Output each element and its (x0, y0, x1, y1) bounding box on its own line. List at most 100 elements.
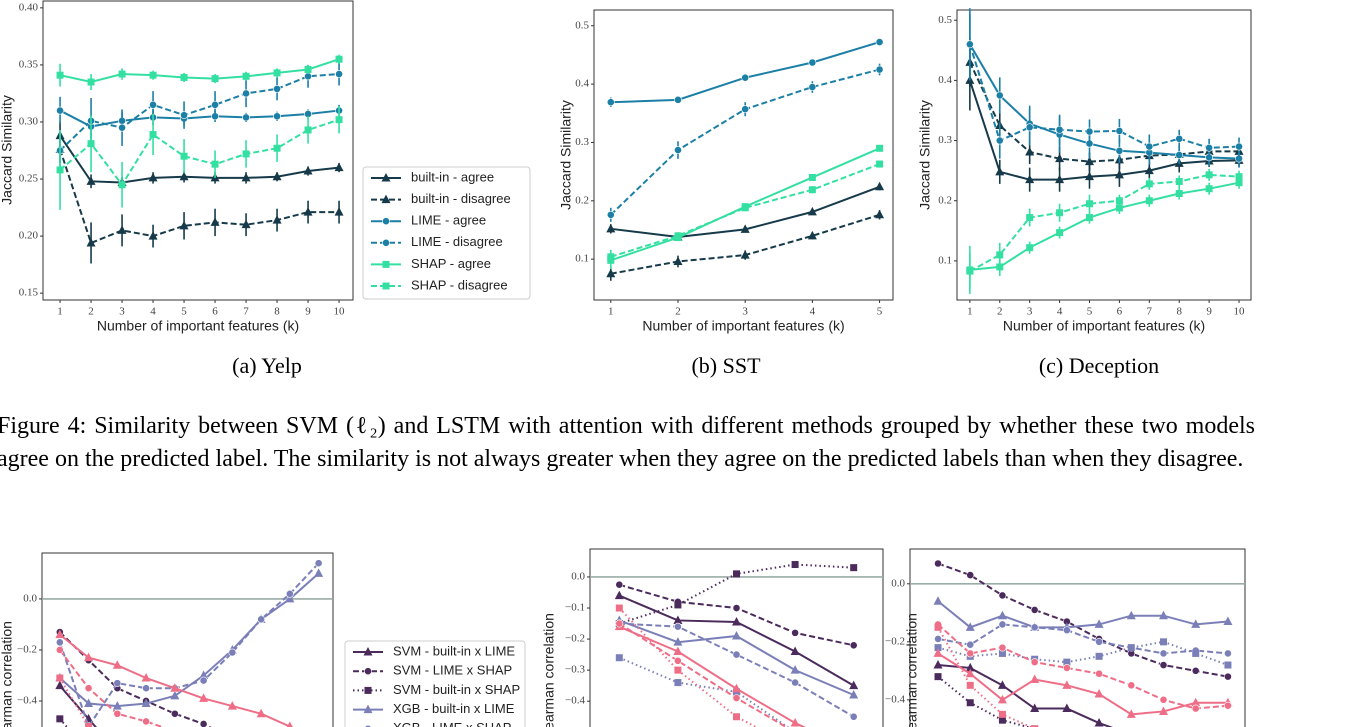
y-tick-label: 0.4 (575, 78, 589, 90)
marker (1159, 649, 1168, 658)
marker (1115, 146, 1124, 155)
marker (304, 65, 312, 73)
y-tick-label: −0.4 (17, 695, 37, 707)
marker (1191, 704, 1200, 713)
series-line (610, 41, 880, 104)
marker (1192, 649, 1200, 657)
marker (1084, 156, 1094, 166)
y-tick-label: 0.5 (575, 19, 589, 31)
series-line (59, 135, 340, 184)
marker (112, 660, 122, 669)
marker (1127, 681, 1136, 690)
chart: 0.0 −0.1 −0.2 −0.3 −0.4 Spearman correlation (541, 548, 884, 727)
marker (966, 681, 974, 689)
marker (995, 136, 1004, 145)
x-tick-label: 10 (334, 306, 346, 318)
marker (606, 268, 616, 278)
y-tick-label: 0.1 (938, 254, 952, 266)
legend-marker (363, 704, 373, 714)
series-line (59, 73, 340, 152)
legend-label: SVM - LIME x SHAP (393, 663, 512, 678)
marker (875, 181, 885, 191)
marker (1205, 185, 1213, 193)
marker (199, 693, 209, 702)
marker (1026, 214, 1034, 222)
marker (674, 95, 682, 104)
legend-label: SVM - built-in x SHAP (393, 682, 520, 697)
legend-marker (364, 667, 372, 676)
marker (1224, 701, 1232, 710)
x-tick-label: 1 (967, 306, 973, 318)
marker (211, 160, 219, 168)
marker (1175, 190, 1183, 198)
series-line (59, 118, 340, 187)
marker (142, 717, 150, 726)
series-line (968, 80, 1240, 181)
marker (142, 684, 150, 693)
marker (1062, 703, 1072, 713)
marker (934, 623, 942, 631)
marker (211, 75, 219, 83)
marker (1223, 616, 1233, 626)
marker (966, 640, 975, 649)
marker (1224, 661, 1232, 669)
chart: 0.15 0.20 0.25 0.30 0.35 0.40 1 2 3 4 5 6 7 8 9 10 Jacca… (0, 0, 531, 378)
y-tick-label: 0.0 (891, 577, 905, 589)
marker (966, 649, 975, 658)
marker (335, 55, 343, 63)
marker (179, 220, 189, 230)
legend-marker (382, 217, 390, 226)
legend-marker (381, 194, 391, 204)
marker (113, 709, 122, 718)
marker (740, 250, 750, 259)
marker (615, 654, 623, 662)
x-tick-label: 9 (305, 306, 311, 318)
series-line (968, 43, 1240, 160)
marker (674, 679, 682, 687)
marker (876, 160, 884, 168)
marker (998, 710, 1006, 718)
marker (87, 140, 95, 148)
plot-frame (956, 9, 1252, 301)
marker (1055, 174, 1065, 184)
marker (1191, 697, 1201, 707)
x-tick-label: 6 (1117, 306, 1123, 318)
marker (241, 172, 251, 182)
marker (56, 166, 64, 174)
series-line (59, 58, 340, 84)
marker (55, 646, 64, 654)
marker (1056, 229, 1064, 237)
series-line (937, 664, 1113, 727)
marker (875, 38, 884, 46)
y-tick-label: 0.35 (19, 58, 39, 70)
series-line (937, 675, 1032, 727)
marker (1030, 674, 1040, 684)
marker (141, 698, 151, 708)
y-axis-label: Spearman correlation (0, 621, 15, 727)
marker (934, 635, 942, 643)
x-tick-label: 2 (675, 306, 681, 318)
marker (673, 615, 683, 624)
marker (1191, 619, 1201, 628)
marker (211, 100, 219, 109)
series-line (968, 43, 1240, 149)
marker (674, 656, 682, 665)
marker (1031, 725, 1039, 727)
marker (732, 694, 741, 702)
marker (674, 601, 682, 609)
marker (180, 111, 188, 120)
marker (117, 225, 127, 234)
y-tick-label: −0.2 (885, 635, 905, 647)
series-line (619, 622, 855, 718)
legend-label: built-in - agree (411, 169, 494, 184)
series-line (618, 607, 759, 727)
marker (966, 267, 974, 275)
marker (998, 591, 1007, 600)
y-tick-label: 0.0 (571, 570, 585, 582)
series-line (618, 625, 806, 727)
series-line (59, 649, 165, 727)
legend-label: XGB - built-in x LIME (393, 701, 515, 716)
series-line (59, 572, 320, 708)
